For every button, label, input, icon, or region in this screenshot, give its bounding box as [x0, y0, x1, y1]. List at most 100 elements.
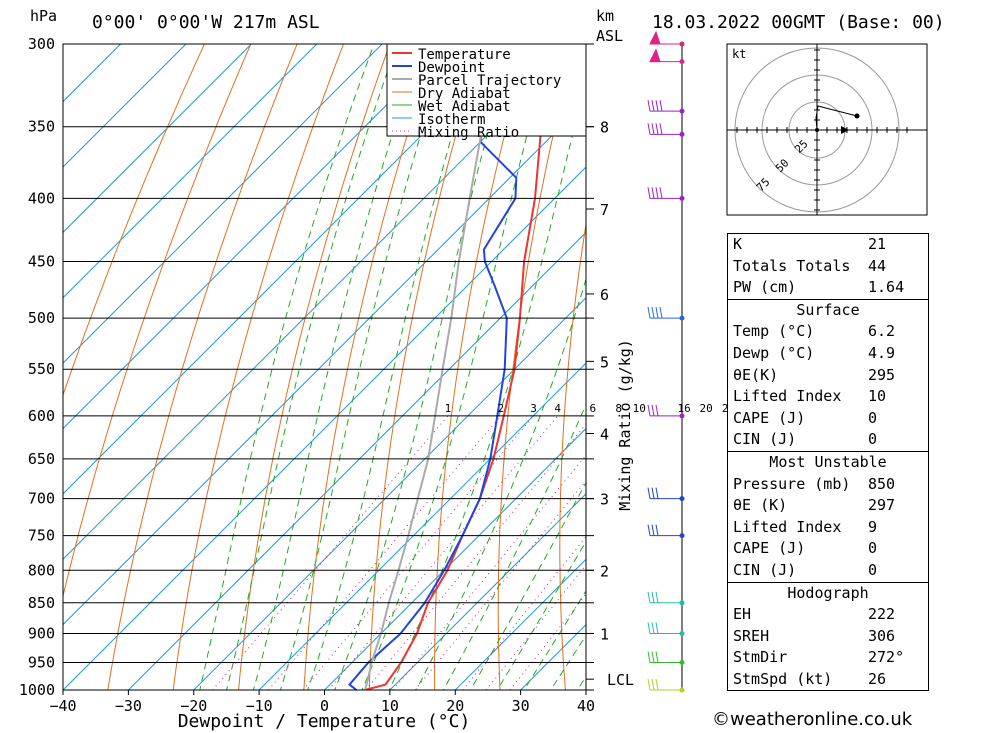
temperature-tick-label: 40 — [577, 697, 595, 715]
temperature-tick-label: −10 — [246, 697, 273, 715]
pressure-tick-label: 1000 — [19, 681, 55, 699]
mu-row: Pressure (mb) 850 — [728, 474, 928, 496]
dry-adiabat-line — [172, 44, 345, 690]
height-tick-label: 3 — [600, 491, 609, 509]
height-tick-label: 5 — [600, 353, 609, 371]
mixing-ratio-label: 16 — [677, 402, 690, 415]
index-value: 297 — [868, 496, 896, 515]
wind-barb-feather — [647, 100, 651, 112]
mixing-ratio-axis-title: Mixing Ratio (g/kg) — [616, 339, 634, 511]
hodograph-unit: kt — [732, 47, 746, 61]
asl-label: ASL — [596, 27, 623, 45]
legend-temperature: Temperature — [418, 47, 511, 63]
mixing-ratio-label: 6 — [589, 402, 596, 415]
isotherm-line — [63, 44, 252, 234]
wet-adiabat-line — [361, 44, 552, 690]
height-tick-label: 6 — [600, 286, 609, 304]
index-label: Dewp (°C) — [733, 343, 815, 362]
index-row-pw: PW (cm) 1.64 — [728, 277, 928, 299]
mu-row: CAPE (J) 0 — [728, 538, 928, 560]
isotherm-line — [389, 493, 586, 690]
pressure-tick-label: 900 — [28, 624, 55, 642]
height-tick-label: 1 — [600, 625, 609, 643]
wet-adiabat-line — [199, 44, 375, 690]
x-axis-title: Dewpoint / Temperature (°C) — [178, 711, 471, 732]
wind-barb-feather — [655, 622, 659, 634]
hodo-row: SREH 306 — [728, 626, 928, 648]
legend-dry-adiabat: Dry Adiabat — [418, 86, 511, 102]
isotherm-line — [193, 297, 586, 690]
hodo-row: StmSpd (kt) 26 — [728, 669, 928, 691]
isotherm-line — [63, 44, 187, 168]
mixing-ratio-label: 4 — [554, 402, 561, 415]
index-label: Totals Totals — [733, 256, 851, 275]
index-label: CIN (J) — [733, 560, 797, 579]
wet-adiabat-line — [496, 540, 586, 690]
surface-row: θE(K) 295 — [728, 365, 928, 387]
dry-adiabat-line — [942, 0, 1000, 716]
isotherm-line — [63, 44, 448, 430]
mixing-ratio-label: 8 — [615, 402, 622, 415]
index-value: 0 — [868, 560, 878, 579]
wind-barb-feather — [655, 678, 659, 691]
index-value: 4.9 — [868, 343, 896, 362]
pressure-tick-label: 550 — [28, 360, 55, 378]
index-label: SREH — [733, 626, 770, 645]
hpa-label: hPa — [30, 7, 57, 25]
wind-barb-feather — [647, 187, 651, 199]
surface-row: Dewp (°C) 4.9 — [728, 343, 928, 365]
index-row-k: K 21 — [728, 234, 928, 256]
index-value: 6.2 — [868, 322, 896, 341]
pressure-tick-label: 950 — [28, 653, 55, 671]
index-value: 272° — [868, 648, 905, 667]
mixing-ratio-line — [212, 415, 449, 690]
index-label: EH — [733, 605, 752, 624]
watermark: ©weatheronline.co.uk — [712, 709, 913, 730]
wind-barb-feather — [647, 651, 651, 663]
surface-title: Surface — [796, 300, 860, 319]
isotherm-line — [63, 44, 579, 560]
temperature-tick-label: −20 — [180, 697, 207, 715]
hodograph-section: Hodograph EH 222 SREH 306 StmDir 272° StmSp… — [728, 581, 928, 691]
wind-barb-feather — [647, 622, 651, 634]
index-label: Temp (°C) — [733, 322, 815, 341]
index-label: K — [733, 235, 743, 253]
dry-adiabat-line — [677, 0, 734, 716]
isotherm-line — [63, 44, 121, 103]
wind-barb-pennant — [649, 30, 661, 45]
wind-barb-feather — [659, 306, 663, 319]
temperature-tick-label: −30 — [115, 697, 142, 715]
wind-barb-feather — [659, 100, 663, 112]
wind-barb-feather — [655, 123, 659, 135]
index-row-totals: Totals Totals 44 — [728, 256, 928, 278]
wind-barb-feather — [647, 524, 651, 536]
height-tick-label: 8 — [600, 119, 609, 137]
hodograph-origin — [815, 128, 819, 132]
legend-wet-adiabat: Wet Adiabat — [418, 99, 511, 115]
storm-motion-arrow — [841, 126, 849, 134]
hodo-row: EH 222 — [728, 604, 928, 626]
mixing-ratio-line — [485, 564, 586, 690]
temperature-tick-label: 10 — [381, 697, 399, 715]
index-value: 850 — [868, 474, 896, 493]
indices-table: K 21 Totals Totals 44 PW (cm) 1.64 Surface … — [727, 233, 929, 692]
isotherm-line — [324, 427, 586, 690]
legend-mixing-ratio: Mixing Ratio — [418, 125, 519, 141]
legend: Temperature Dewpoint Parcel Trajectory D… — [386, 43, 587, 141]
index-label: Pressure (mb) — [733, 474, 851, 493]
index-value: 9 — [868, 517, 878, 536]
mixing-ratio-line — [328, 415, 559, 690]
wind-barb-feather — [647, 404, 651, 417]
dry-adiabat-line — [991, 0, 1000, 716]
surface-row: CAPE (J) 0 — [728, 408, 928, 430]
legend-box — [386, 43, 587, 137]
mixing-ratio-label: 1 — [445, 402, 452, 415]
height-tick-label: 7 — [600, 201, 609, 219]
pressure-tick-label: 450 — [28, 253, 55, 271]
surface-section: Surface Temp (°C) 6.2 Dewp (°C) 4.9 θE(K) 2… — [728, 298, 928, 451]
index-label: CAPE (J) — [733, 539, 806, 558]
index-label: Lifted Index — [733, 387, 842, 406]
isotherm-line — [63, 44, 514, 495]
wind-barb-feather — [647, 591, 651, 603]
